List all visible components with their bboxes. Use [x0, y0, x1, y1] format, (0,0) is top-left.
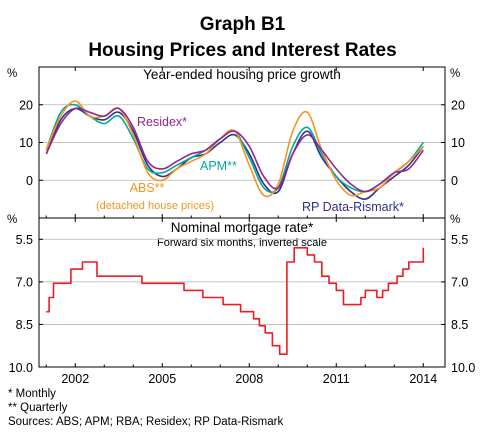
- panel-top: Year-ended housing price growth % % 0 0 10…: [7, 67, 465, 218]
- panel-bottom: % % Nominal mortgage rate* Forward six m…: [7, 214, 475, 375]
- x-tick-label: 2005: [148, 372, 176, 386]
- y-tick-label-left: 8.5: [16, 318, 33, 332]
- series-line-0-2: [45, 100, 424, 198]
- panel-bottom-unit-right: %: [450, 214, 460, 226]
- y-tick-label-left: 10: [19, 136, 33, 150]
- chart-subtitle: Housing Prices and Interest Rates: [88, 40, 396, 61]
- panel-bottom-unit-left: %: [7, 214, 17, 226]
- y-tick-label-left: 5.5: [16, 233, 33, 247]
- y-tick-label-left: 0: [26, 174, 33, 188]
- y-tick-label-left: 10.0: [9, 361, 33, 375]
- panel-top-y-ticks: 0 0 10 10 20 20: [19, 67, 465, 218]
- panel-top-lines: [45, 100, 424, 200]
- panel-top-title: Year-ended housing price growth: [143, 67, 341, 82]
- y-tick-label-left: 20: [19, 98, 33, 112]
- note-monthly: * Monthly: [8, 388, 56, 400]
- label-apm: APM**: [200, 159, 237, 173]
- y-tick-label-right: 5.5: [451, 233, 468, 247]
- label-rp-data: RP Data-Rismark*: [302, 200, 404, 214]
- label-residex: Residex*: [137, 115, 187, 129]
- x-tick-label: 2011: [323, 372, 350, 386]
- panel-bottom-subtitle: Forward six months, inverted scale: [157, 237, 327, 249]
- panel-bottom-lines: [46, 247, 425, 355]
- y-tick-label-right: 10: [451, 136, 465, 150]
- panel-bottom-title: Nominal mortgage rate*: [171, 220, 314, 235]
- x-axis-ticks: 2002 2005 2008 2011 2014: [61, 372, 437, 386]
- series-line-0-0: [45, 107, 424, 200]
- x-tick-label: 2008: [235, 372, 263, 386]
- y-tick-label-right: 8.5: [451, 318, 468, 332]
- y-tick-label-right: 0: [451, 174, 458, 188]
- y-tick-label-left: 7.0: [16, 275, 33, 289]
- note-quarterly: ** Quarterly: [8, 402, 68, 414]
- y-tick-label-right: 7.0: [451, 275, 468, 289]
- panel-bottom-grid: [39, 238, 445, 325]
- label-abs: ABS**: [130, 181, 165, 195]
- panel-top-unit-left: %: [7, 68, 17, 80]
- plot-frame: [38, 66, 446, 368]
- y-tick-label-right: 10.0: [451, 361, 475, 375]
- series-line-1-0: [46, 247, 425, 355]
- chart-title: Graph B1: [200, 14, 286, 35]
- x-tick-label: 2002: [61, 372, 89, 386]
- x-tick-label: 2014: [409, 372, 437, 386]
- series-line-0-1: [45, 103, 424, 194]
- note-sources: Sources: ABS; APM; RBA; Residex; RP Data…: [8, 416, 283, 428]
- panel-bottom-y-ticks: 5.5 5.5 7.0 7.0 8.5 8.5 10.0 10.0: [9, 218, 475, 375]
- panel-top-unit-right: %: [450, 68, 460, 80]
- series-line-0-3: [45, 107, 424, 193]
- label-abs-detail: (detached house prices): [96, 200, 214, 212]
- y-tick-label-right: 20: [451, 98, 465, 112]
